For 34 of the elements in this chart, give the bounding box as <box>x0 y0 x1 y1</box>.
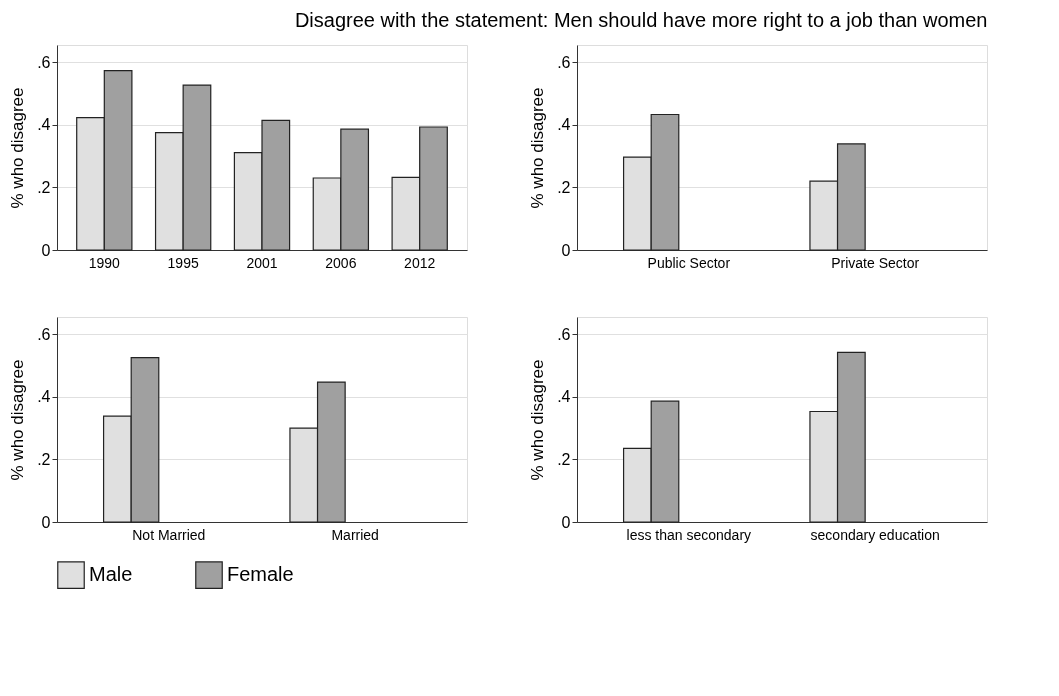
y-axis-title: % who disagree <box>528 359 548 481</box>
x-tick-label: Public Sector <box>647 254 731 271</box>
x-tick-label: Private Sector <box>831 254 920 271</box>
y-tick-label: .4 <box>37 116 51 134</box>
y-axis-title: % who disagree <box>8 87 28 209</box>
y-tick-label: .6 <box>37 325 51 343</box>
y-tick-label: 0 <box>561 241 571 259</box>
y-tick-label: 0 <box>41 241 51 259</box>
y-axis-title: % who disagree <box>8 359 28 481</box>
x-tick-label: 1995 <box>167 254 199 271</box>
text: Disagree with the statement: Men should have more right to a job than women <box>294 8 988 31</box>
y-tick-label: 0 <box>41 513 51 531</box>
y-tick-label: .2 <box>37 450 51 468</box>
x-tick-label: secondary education <box>810 526 940 543</box>
x-tick-label: 2001 <box>246 254 278 271</box>
legend-label: Female <box>227 563 294 586</box>
y-tick-label: .2 <box>557 178 571 196</box>
y-tick-label: .4 <box>557 116 571 134</box>
y-tick-label: .6 <box>557 53 571 71</box>
x-tick-label: 1990 <box>88 254 121 271</box>
y-tick-label: .2 <box>37 178 51 196</box>
y-tick-label: .4 <box>37 388 51 406</box>
y-tick-label: .2 <box>557 450 571 468</box>
y-tick-label: .4 <box>557 388 571 406</box>
x-tick-label: Married <box>331 526 379 543</box>
y-tick-label: 0 <box>561 513 571 531</box>
x-tick-label: 2012 <box>404 254 436 271</box>
x-tick-label: 2006 <box>325 254 357 271</box>
legend-label: Male <box>89 563 133 586</box>
x-tick-label: less than secondary <box>626 526 752 543</box>
y-axis-title: % who disagree <box>528 87 548 209</box>
y-tick-label: .6 <box>37 53 51 71</box>
x-tick-label: Not Married <box>132 526 206 543</box>
y-tick-label: .6 <box>557 325 571 343</box>
